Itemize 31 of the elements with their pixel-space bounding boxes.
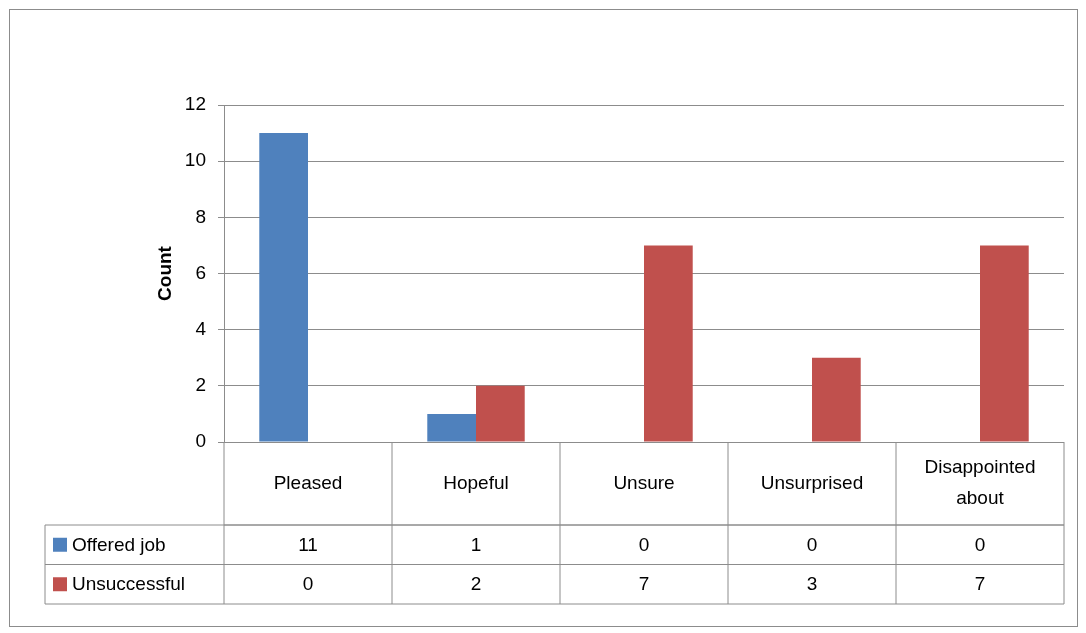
y-tick-label: 0 xyxy=(195,430,206,452)
bar xyxy=(980,245,1029,442)
data-label: 0 xyxy=(806,533,818,555)
y-tick-label: 4 xyxy=(195,317,207,339)
data-label: 7 xyxy=(638,573,650,595)
x-tick-label: Hopeful xyxy=(443,471,509,493)
bar xyxy=(259,133,308,442)
data-label: 0 xyxy=(638,533,650,555)
data-label: 3 xyxy=(806,573,818,595)
legend-label: Unsuccessful xyxy=(72,573,185,595)
legend-label: Offered job xyxy=(72,533,166,555)
bar xyxy=(644,245,693,442)
data-label: 2 xyxy=(470,573,482,595)
y-tick-label: 2 xyxy=(195,374,206,396)
bar xyxy=(812,357,861,442)
data-label: 7 xyxy=(974,573,986,595)
y-tick-label: 8 xyxy=(195,205,206,227)
data-label: 11 xyxy=(298,533,318,555)
x-tick-label: Disappointed about xyxy=(924,456,1036,509)
y-tick-label: 12 xyxy=(184,93,206,115)
data-label: 0 xyxy=(302,573,314,595)
data-label: 1 xyxy=(470,533,482,555)
y-tick-label: 6 xyxy=(195,261,206,283)
x-tick-label: Unsurprised xyxy=(760,471,864,493)
y-tick-label: 10 xyxy=(184,149,206,171)
x-tick-label: Pleased xyxy=(273,471,343,493)
x-tick-label: Unsure xyxy=(613,471,675,493)
y-axis-title: Count xyxy=(153,245,175,301)
bar xyxy=(476,385,525,442)
data-label: 0 xyxy=(974,533,986,555)
bar xyxy=(427,413,476,442)
